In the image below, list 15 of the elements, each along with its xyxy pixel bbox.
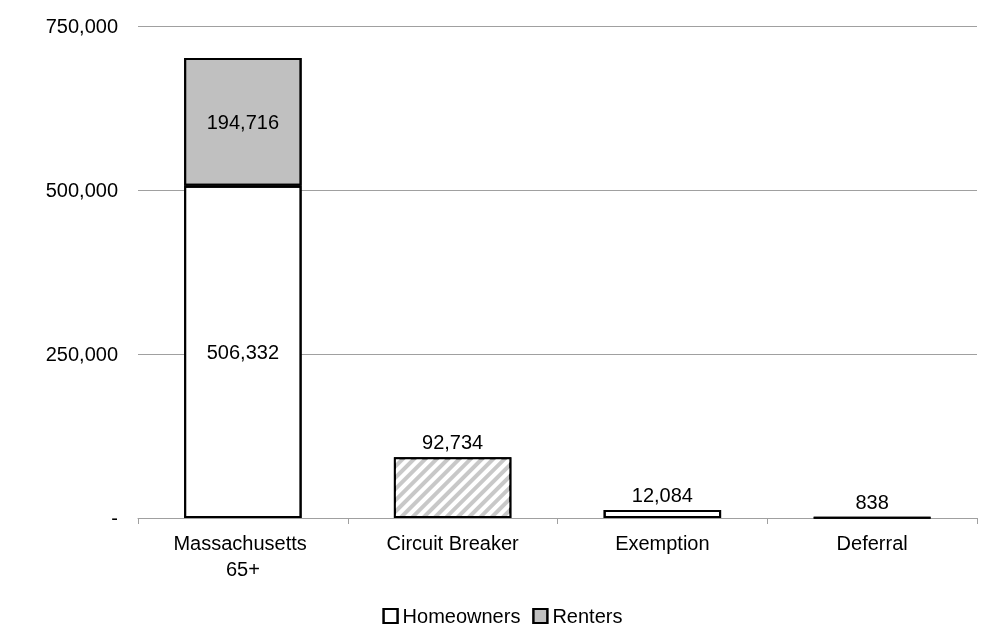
data-label: 838: [855, 490, 889, 513]
x-tick-label: Massachusetts 65+: [173, 532, 313, 580]
data-label: 92,734: [422, 431, 484, 454]
x-tick-label: Deferral: [836, 532, 908, 554]
data-label: 12,084: [631, 484, 693, 507]
y-tick-label: 750,000: [45, 15, 118, 37]
data-label: 194,716: [206, 110, 280, 133]
x-tick-label: Circuit Breaker: [386, 532, 520, 554]
data-label: 506,332: [206, 340, 280, 363]
legend-label: Renters: [552, 605, 623, 627]
legend-label: Homeowners: [402, 605, 521, 627]
x-tick-label: Exemption: [615, 532, 710, 554]
y-tick-label: 250,000: [45, 343, 118, 365]
y-tick-label: 500,000: [45, 179, 118, 201]
y-tick-label: -: [111, 507, 118, 529]
